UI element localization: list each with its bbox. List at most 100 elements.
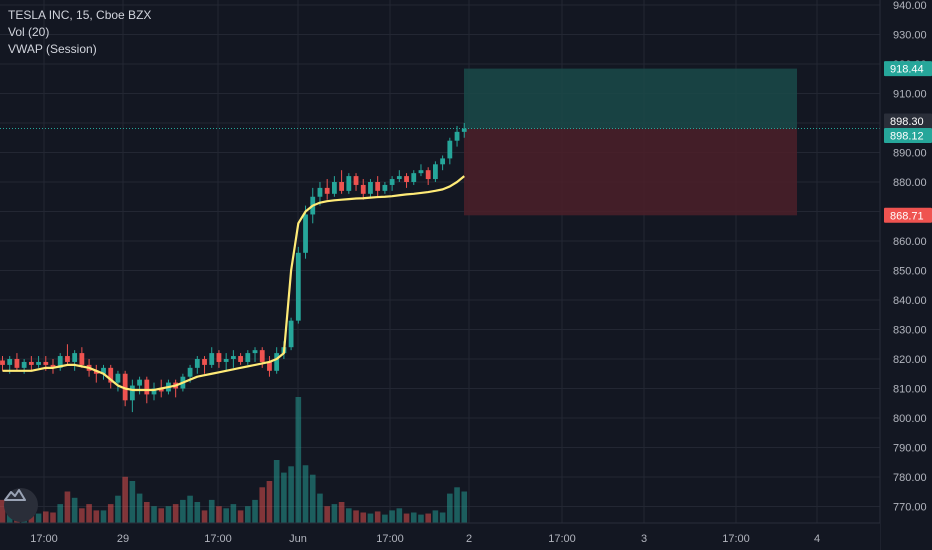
candle-body — [122, 373, 128, 401]
candle-body — [7, 359, 13, 365]
price-tick-label: 830.00 — [893, 325, 927, 337]
candle-body — [129, 385, 135, 401]
candle-body — [375, 182, 381, 191]
candle-body — [440, 158, 446, 165]
price-label-background — [884, 207, 932, 223]
time-tick-label: 17:00 — [30, 533, 58, 545]
candle-body — [346, 176, 352, 191]
volume-bar — [42, 511, 49, 523]
price-tick-label: 930.00 — [893, 30, 927, 42]
candle-body — [72, 353, 78, 362]
volume-bar — [309, 474, 316, 523]
volume-bar — [245, 506, 251, 523]
volume-bar — [454, 487, 460, 523]
volume-bar — [302, 465, 309, 523]
price-axis[interactable]: 940.00930.00920.00910.00900.00890.00880.… — [879, 0, 932, 550]
volume-indicator-label[interactable]: Vol (20) — [8, 25, 50, 39]
volume-bar — [439, 512, 446, 523]
candle-body — [411, 173, 417, 182]
candle-body — [454, 131, 460, 141]
price-label-background — [884, 128, 932, 144]
price-tick-label: 910.00 — [893, 89, 927, 101]
candle-body — [144, 379, 150, 395]
volume-bar — [447, 493, 453, 523]
volume-bars — [0, 397, 468, 523]
volume-bar — [115, 495, 121, 523]
candle-body — [418, 170, 424, 174]
volume-bar — [194, 502, 201, 523]
candle-body — [425, 170, 431, 180]
time-tick-label: 29 — [117, 533, 129, 545]
price-tick-label: 800.00 — [893, 413, 927, 425]
stop-zone — [464, 128, 797, 216]
candle-body — [433, 164, 438, 180]
price-label-background — [884, 113, 932, 129]
price-label-text: 898.30 — [890, 116, 924, 128]
volume-bar — [122, 476, 128, 523]
long-position-tool[interactable] — [0, 68, 880, 216]
candle-body — [43, 361, 49, 365]
volume-bar — [396, 508, 403, 523]
volume-bar — [288, 466, 294, 523]
candle-body — [21, 361, 27, 368]
price-axis-background — [880, 0, 932, 550]
price-label-badge: 918.44 — [884, 61, 932, 77]
candle-body — [368, 182, 373, 194]
candle-body — [339, 182, 345, 191]
time-tick-label: 17:00 — [204, 533, 232, 545]
volume-bar — [79, 508, 85, 523]
volume-bar — [71, 497, 78, 523]
vwap-series-line — [2, 175, 465, 392]
price-tick-label: 810.00 — [893, 384, 927, 396]
price-tick-label: 820.00 — [893, 354, 927, 366]
time-tick-label: Jun — [289, 533, 307, 545]
volume-bar — [353, 510, 359, 523]
volume-bar — [324, 506, 330, 523]
time-axis[interactable]: 17:00 29 17:00 Jun 17:00 2 17:00 3 17:00 4 — [0, 522, 880, 550]
volume-bar — [208, 499, 215, 523]
vwap-indicator-label[interactable]: VWAP (Session) — [8, 42, 97, 56]
price-label-badge: 868.71 — [884, 207, 932, 223]
candle-body — [360, 184, 366, 194]
candle-body — [353, 176, 359, 185]
candle-body — [382, 184, 388, 191]
volume-bar — [230, 504, 237, 523]
volume-bar — [295, 397, 302, 523]
price-tick-label: 880.00 — [893, 177, 927, 189]
target-zone — [464, 68, 797, 129]
candle-body — [65, 356, 70, 362]
volume-bar — [216, 506, 222, 523]
candle-body — [79, 353, 85, 365]
candle-body — [36, 361, 41, 365]
candle-body — [223, 359, 229, 362]
candle-body — [324, 187, 330, 194]
volume-bar — [201, 510, 208, 523]
volume-bar — [418, 514, 424, 523]
price-label-text: 868.71 — [890, 210, 924, 222]
candle-body — [209, 353, 215, 365]
volume-bar — [50, 512, 56, 523]
vwap-line — [2, 175, 465, 392]
volume-bar — [367, 513, 374, 523]
mountain-icon — [4, 489, 26, 501]
volume-bar — [0, 499, 6, 523]
tradingview-logo-icon[interactable] — [4, 488, 38, 522]
candle-body — [137, 379, 142, 386]
volume-bar — [172, 504, 179, 523]
volume-bar — [252, 499, 258, 523]
candle-body — [288, 320, 294, 348]
volume-bar — [165, 506, 172, 523]
volume-bar — [151, 506, 157, 523]
volume-bar — [64, 491, 71, 523]
volume-bar — [86, 504, 92, 523]
volume-bar — [338, 502, 345, 523]
volume-bar — [259, 487, 266, 523]
volume-bar — [107, 504, 114, 523]
volume-bar — [382, 514, 388, 523]
volume-bar — [331, 504, 338, 523]
price-tick-label: 850.00 — [893, 266, 927, 278]
symbol-title[interactable]: TESLA INC, 15, Cboe BZX — [8, 8, 152, 22]
volume-bar — [317, 493, 323, 523]
candle-body — [396, 176, 402, 180]
